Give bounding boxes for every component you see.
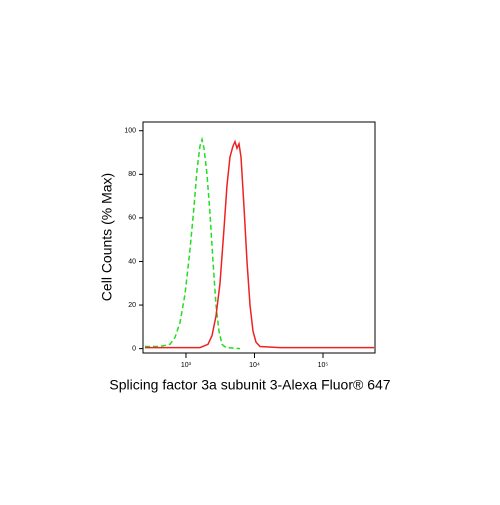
series-line: [145, 139, 374, 349]
plot-frame: [142, 121, 376, 354]
y-tick-label: 0: [132, 345, 136, 352]
y-tick-label: 100: [124, 128, 136, 135]
y-axis-label: Cell Counts (% Max): [99, 173, 115, 301]
x-tick-label: 10⁵: [318, 362, 329, 369]
x-axis-label: Splicing factor 3a subunit 3-Alexa Fluor…: [109, 377, 390, 393]
y-tick-label: 60: [128, 215, 136, 222]
x-tick-label: 10³: [181, 362, 192, 369]
y-tick-label: 20: [128, 302, 136, 309]
x-tick-label: 10⁴: [249, 362, 260, 369]
y-tick-label: 40: [128, 258, 136, 265]
series-line: [145, 136, 241, 350]
y-tick-label: 80: [128, 171, 136, 178]
